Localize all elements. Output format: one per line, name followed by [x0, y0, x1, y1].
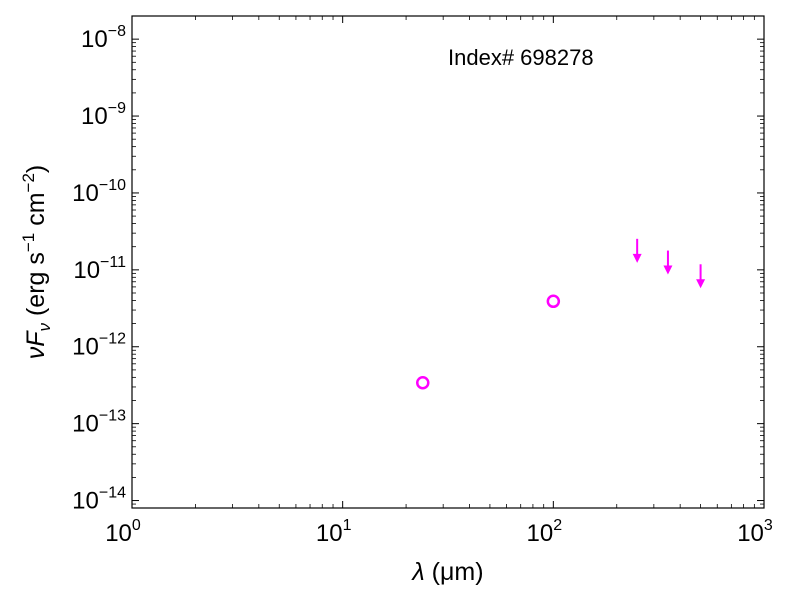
y-tick-exp: −12: [99, 331, 126, 348]
x-tick-label: 102: [527, 517, 563, 547]
y-axis-label: νFν (erg s−1 cm−2): [19, 165, 54, 360]
y-axis-units: (erg s: [22, 252, 50, 323]
y-tick-exp: −13: [99, 408, 126, 425]
y-axis-sub: ν: [35, 322, 54, 331]
x-tick-base: 10: [737, 520, 764, 547]
y-tick-exp: −14: [99, 485, 126, 502]
y-tick-base: 10: [81, 103, 108, 130]
y-tick-exp: −11: [100, 254, 126, 271]
y-axis-prefix: νF: [22, 330, 50, 360]
y-tick-exp: −8: [108, 23, 126, 40]
y-axis-sup1: −1: [19, 233, 38, 252]
detection-point: [416, 376, 430, 390]
data-marks: [416, 238, 706, 390]
x-axis-symbol: λ: [410, 558, 424, 586]
y-tick-base: 10: [72, 334, 99, 361]
y-tick-label: 10−11: [73, 254, 126, 284]
y-tick-label: 10−12: [72, 331, 126, 361]
y-tick-base: 10: [72, 411, 99, 438]
detection-point: [546, 294, 561, 309]
x-tick-exp: 0: [132, 517, 141, 534]
x-tick-exp: 1: [343, 517, 352, 534]
y-tick-exp: −9: [108, 100, 126, 117]
x-tick-label: 101: [316, 517, 352, 547]
upper-limit-point: [696, 264, 706, 289]
y-tick-label: 10−9: [81, 100, 126, 130]
x-tick-exp: 2: [553, 517, 562, 534]
y-axis-mid: cm: [22, 192, 50, 232]
y-axis-close: ): [22, 165, 50, 173]
x-tick-base: 10: [105, 520, 132, 547]
x-tick-base: 10: [527, 520, 554, 547]
y-axis-sup2: −2: [19, 173, 38, 192]
upper-limit-arrowhead: [696, 279, 706, 289]
plot-frame: [131, 15, 765, 509]
upper-limit-arrowhead: [632, 253, 642, 263]
index-annotation: Index# 698278: [448, 45, 594, 70]
upper-limit-point: [663, 250, 673, 275]
x-tick-exp: 3: [764, 517, 773, 534]
y-tick-label: 10−13: [72, 408, 126, 438]
x-tick-label: 100: [105, 517, 141, 547]
upper-limit-point: [632, 238, 642, 263]
y-tick-exp: −10: [99, 177, 126, 194]
x-tick-label: 103: [737, 517, 773, 547]
upper-limit-arrowhead: [663, 265, 673, 275]
x-axis-unit: (μm): [425, 558, 484, 586]
y-tick-base: 10: [73, 257, 100, 284]
axis-ticks: 100 101 102 10310−1410−1310−1210−1110−1010−…: [72, 15, 773, 547]
y-tick-label: 10−14: [72, 485, 126, 515]
y-tick-base: 10: [81, 26, 108, 53]
x-tick-base: 10: [316, 520, 343, 547]
y-tick-base: 10: [72, 488, 99, 515]
y-tick-base: 10: [72, 180, 99, 207]
y-tick-label: 10−8: [81, 23, 126, 53]
y-tick-label: 10−10: [72, 177, 126, 207]
x-axis-label: λ (μm): [410, 558, 483, 586]
